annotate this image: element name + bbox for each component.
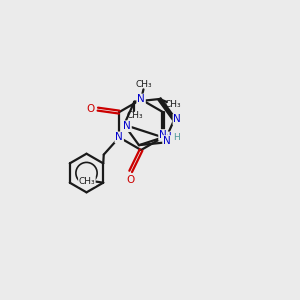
- Text: N: N: [159, 130, 167, 140]
- Text: CH₃: CH₃: [164, 100, 181, 109]
- Text: O: O: [127, 175, 135, 185]
- Text: CH₃: CH₃: [135, 80, 152, 88]
- Text: CH₃: CH₃: [79, 177, 95, 186]
- Text: N: N: [115, 132, 123, 142]
- Text: N: N: [123, 121, 131, 131]
- Text: CH₃: CH₃: [126, 110, 143, 119]
- Text: N: N: [173, 115, 181, 124]
- Text: N: N: [163, 136, 171, 146]
- Text: N: N: [137, 94, 145, 104]
- Text: N: N: [164, 132, 171, 142]
- Text: O: O: [86, 104, 94, 114]
- Text: H: H: [173, 133, 180, 142]
